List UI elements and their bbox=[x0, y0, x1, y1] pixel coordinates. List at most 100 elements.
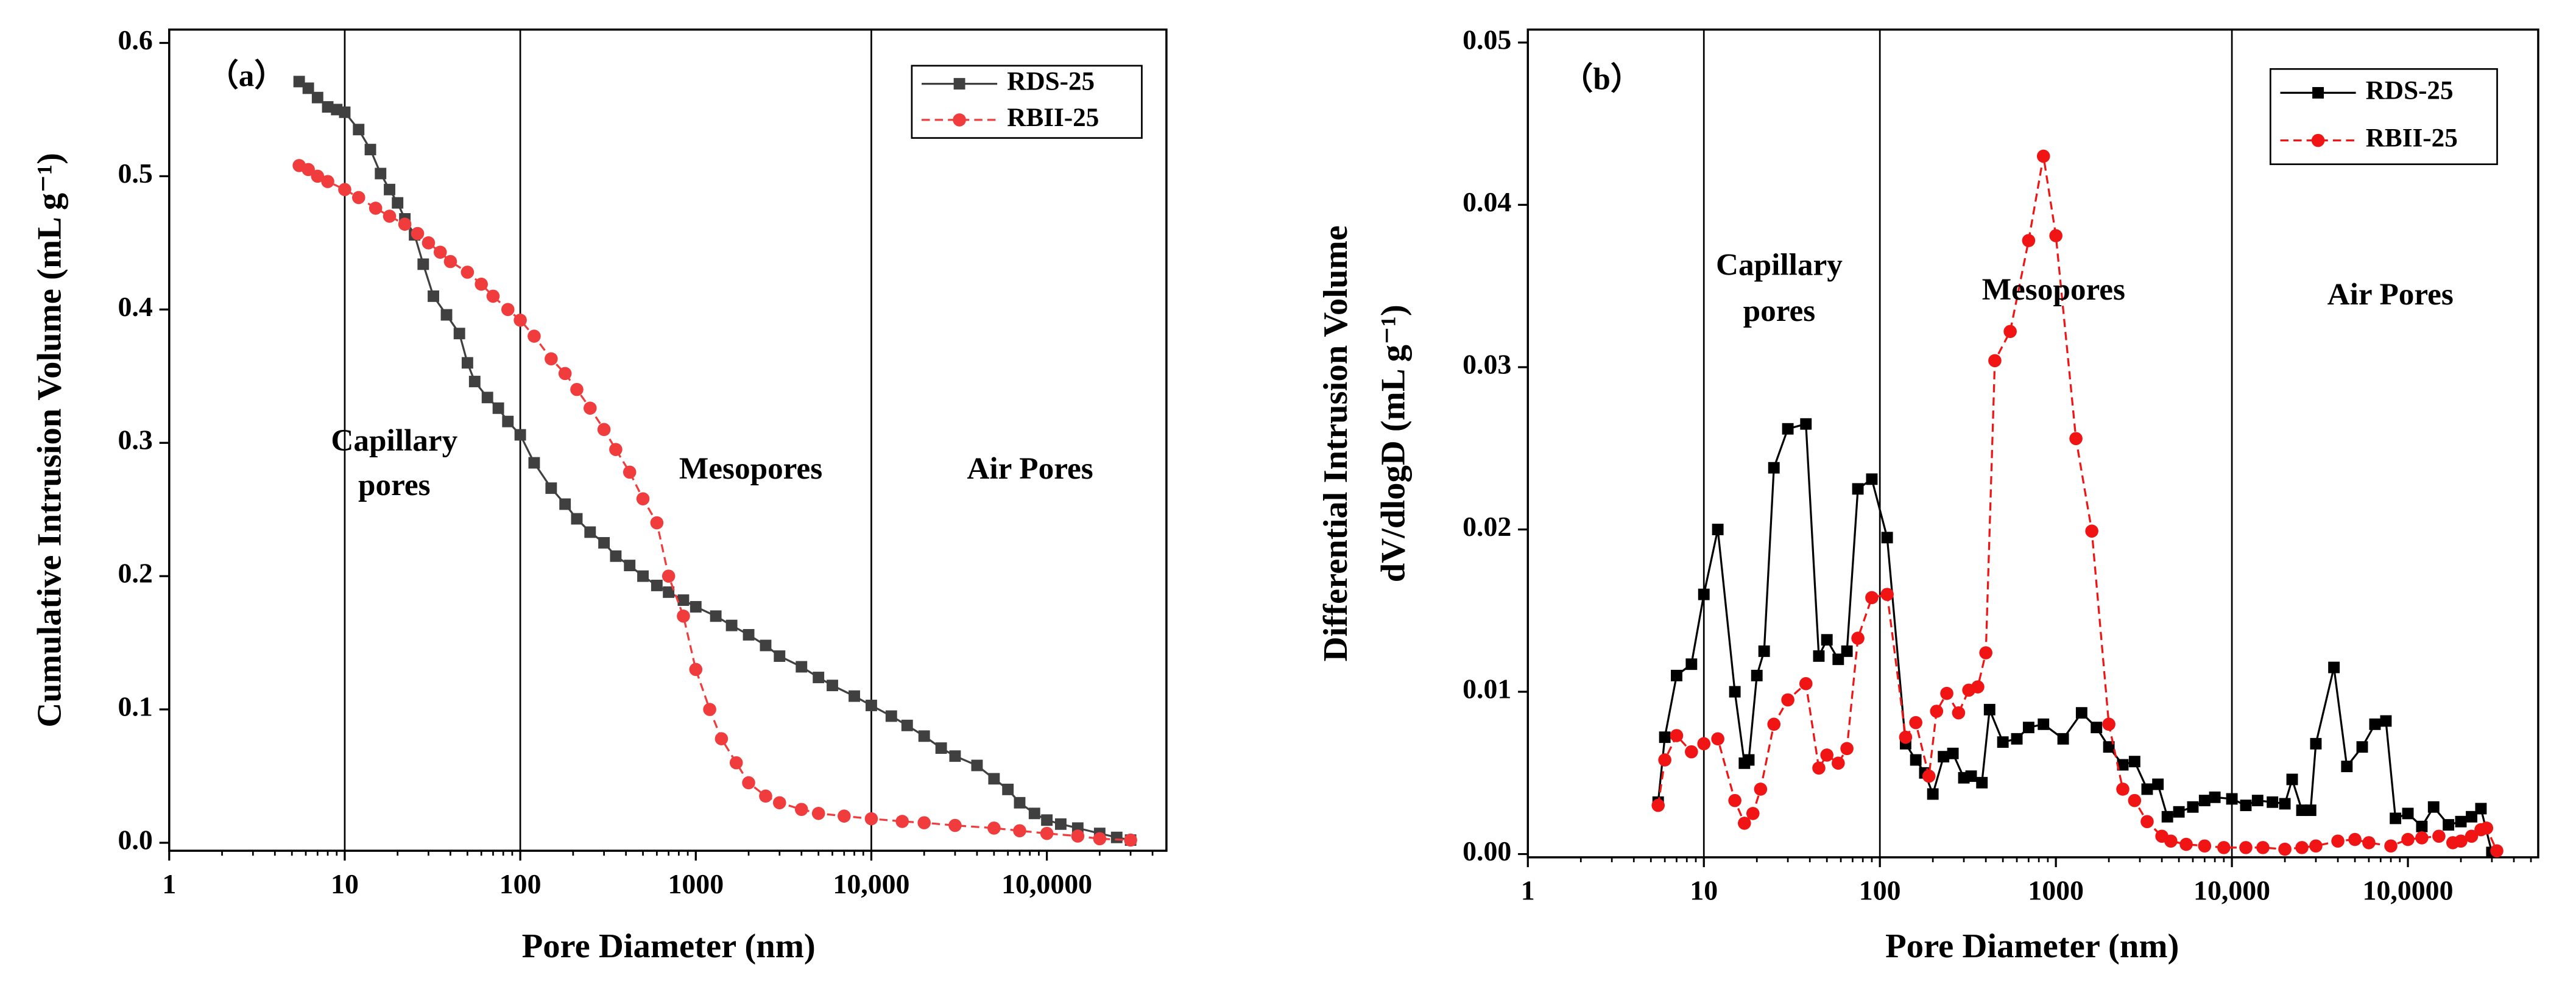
marker bbox=[1743, 754, 1755, 766]
marker bbox=[1768, 462, 1780, 474]
legend-label: RBII-25 bbox=[2366, 124, 2458, 153]
y-tick-label: 0.04 bbox=[1463, 186, 1511, 217]
marker bbox=[321, 175, 334, 188]
marker bbox=[2152, 778, 2164, 790]
y-tick-label: 0.5 bbox=[118, 158, 153, 189]
marker bbox=[1983, 703, 1996, 716]
marker bbox=[1947, 747, 1959, 759]
marker bbox=[703, 703, 716, 716]
marker bbox=[2102, 717, 2115, 731]
marker bbox=[610, 550, 622, 562]
marker bbox=[1841, 645, 1853, 657]
marker bbox=[1746, 807, 1760, 820]
marker bbox=[1767, 717, 1780, 731]
marker bbox=[2187, 801, 2199, 813]
x-tick-label: 10,000 bbox=[2193, 875, 2270, 906]
marker bbox=[918, 730, 930, 742]
marker bbox=[1976, 776, 1988, 789]
marker bbox=[2267, 796, 2279, 808]
marker bbox=[2057, 733, 2069, 745]
plot-frame bbox=[1526, 28, 2539, 859]
plot-frame bbox=[168, 28, 1168, 852]
marker bbox=[2443, 819, 2455, 831]
marker bbox=[2240, 800, 2252, 812]
marker bbox=[1971, 680, 1985, 694]
marker bbox=[2128, 756, 2140, 768]
y-axis-title: Cumulative Intrusion Volume (mL g⁻¹) bbox=[30, 153, 68, 728]
marker bbox=[710, 610, 722, 622]
marker bbox=[528, 457, 540, 469]
marker bbox=[1040, 826, 1054, 840]
marker bbox=[1751, 669, 1763, 681]
annotation: （a） bbox=[208, 58, 286, 93]
marker bbox=[1728, 793, 1741, 807]
marker bbox=[2209, 791, 2221, 803]
marker bbox=[866, 700, 877, 711]
marker bbox=[1028, 807, 1040, 820]
marker bbox=[353, 124, 365, 136]
marker bbox=[2038, 718, 2050, 730]
marker bbox=[772, 796, 786, 810]
marker bbox=[623, 465, 637, 479]
marker bbox=[443, 255, 457, 269]
marker bbox=[2480, 821, 2494, 835]
marker bbox=[422, 236, 436, 250]
marker bbox=[1014, 796, 1026, 809]
legend-box bbox=[911, 65, 1143, 139]
marker bbox=[2455, 815, 2467, 828]
marker bbox=[302, 163, 315, 177]
marker bbox=[311, 91, 323, 104]
marker bbox=[571, 513, 583, 525]
legend-marker bbox=[953, 78, 965, 90]
marker bbox=[2173, 806, 2185, 818]
marker bbox=[2128, 793, 2142, 807]
x-tick-label: 10,000 bbox=[833, 868, 909, 899]
marker bbox=[1754, 782, 1768, 796]
marker bbox=[364, 144, 376, 156]
marker bbox=[2331, 834, 2345, 848]
marker bbox=[2116, 782, 2130, 796]
marker bbox=[2427, 801, 2440, 813]
marker bbox=[2103, 741, 2115, 753]
marker bbox=[302, 82, 314, 94]
marker bbox=[637, 570, 649, 582]
marker bbox=[2251, 795, 2264, 807]
annotation: pores bbox=[358, 468, 431, 502]
marker bbox=[2432, 829, 2446, 843]
marker bbox=[453, 328, 465, 340]
marker bbox=[1952, 706, 1966, 720]
marker bbox=[794, 803, 808, 817]
marker bbox=[838, 809, 851, 823]
marker bbox=[2141, 783, 2153, 795]
x-axis-title: Pore Diameter (nm) bbox=[1885, 927, 2179, 965]
marker bbox=[1832, 756, 1845, 770]
marker bbox=[609, 443, 623, 456]
marker bbox=[949, 750, 961, 762]
annotation: Mesopores bbox=[679, 451, 822, 486]
annotation: Air Pores bbox=[967, 451, 1093, 486]
legend-label: RDS-25 bbox=[1007, 67, 1095, 96]
y-tick-label: 0.4 bbox=[118, 291, 153, 322]
marker bbox=[2198, 795, 2211, 807]
marker bbox=[501, 303, 515, 317]
marker bbox=[545, 352, 558, 366]
y-axis-title: Differential Intrusion Volume bbox=[1317, 225, 1355, 661]
marker bbox=[1820, 748, 1833, 762]
y-axis-title: dV/dlogD (mL g⁻¹) bbox=[1375, 304, 1413, 582]
marker bbox=[2217, 841, 2231, 854]
marker bbox=[1799, 677, 1813, 691]
marker bbox=[1832, 653, 1844, 666]
marker bbox=[636, 492, 650, 505]
marker bbox=[411, 227, 425, 241]
marker bbox=[1651, 798, 1665, 812]
marker bbox=[398, 217, 412, 231]
x-tick-label: 100 bbox=[499, 868, 542, 899]
marker bbox=[528, 329, 541, 343]
marker bbox=[1922, 769, 1936, 783]
marker bbox=[1800, 418, 1812, 430]
marker bbox=[677, 610, 690, 623]
marker bbox=[2341, 761, 2353, 773]
marker bbox=[2140, 815, 2154, 829]
marker bbox=[1909, 716, 1922, 730]
marker bbox=[293, 76, 305, 88]
